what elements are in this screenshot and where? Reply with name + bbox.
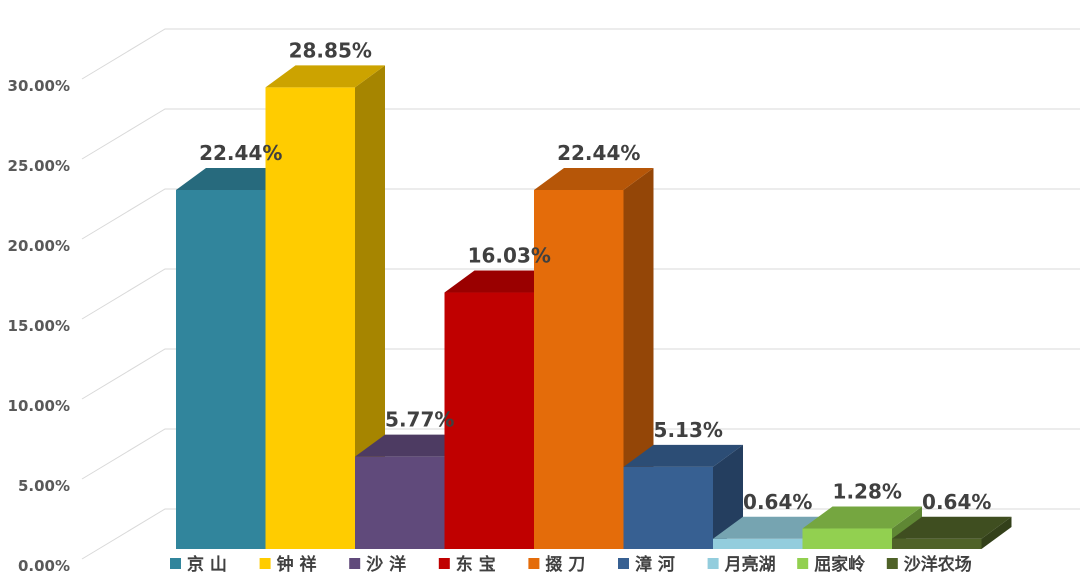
legend-swatch [170,558,181,569]
legend-label: 月亮湖 [724,554,776,575]
y-tick-label: 20.00% [8,237,70,255]
bar-front [176,189,266,549]
bar-front [713,538,803,549]
gridline [81,28,1080,80]
legend-swatch [886,558,898,569]
bar [534,167,654,549]
y-tick-label: 30.00% [8,77,70,95]
legend-label: 漳 河 [635,554,675,575]
bar-front [355,456,445,549]
legend-swatch [259,558,271,569]
bar-top [623,444,743,467]
legend-label: 掇 刀 [545,554,585,575]
gridline [81,508,1080,560]
gridline [81,188,1080,240]
bar-front [265,87,355,550]
legend-swatch [349,558,361,569]
bar-front [892,538,982,549]
data-label: 1.28% [833,480,902,504]
data-label: 5.13% [654,418,723,442]
bar-top [802,506,922,529]
bar-front [534,189,624,549]
bar-side [981,516,1012,549]
y-tick-label: 0.00% [18,557,70,575]
legend-label: 沙 洋 [366,554,406,575]
y-tick-label: 15.00% [8,317,70,335]
bar-top [265,65,385,88]
gridline [81,348,1080,400]
legend-label: 钟 祥 [277,554,317,575]
bar [265,65,385,550]
data-label: 0.64% [743,490,812,514]
data-label: 0.64% [922,490,991,514]
legend-label: 屈家岭 [814,554,865,575]
bar-front [623,466,713,549]
legend-swatch [528,558,540,569]
bar-side [355,65,385,550]
bar [892,516,1012,549]
y-axis: 0.00% 5.00% 10.00% 15.00% 20.00% 25.00% 30.00% [8,77,70,575]
bar [623,444,743,549]
bar-front [444,292,534,549]
data-label: 28.85% [289,38,372,62]
legend-label: 东 宝 [456,554,496,575]
bar-top [892,516,1012,539]
gridline [81,428,1080,480]
data-label: 22.44% [199,141,282,165]
legend-swatch [618,558,629,569]
gridline [81,108,1080,160]
y-tick-label: 5.00% [18,477,70,495]
y-tick-label: 10.00% [8,397,70,415]
legend-swatch [438,558,450,569]
legend-label: 沙洋农场 [904,554,972,575]
legend: 京 山 钟 祥 沙 洋 东 宝 掇 刀 漳 河 月亮湖 屈家岭 沙洋农场 [170,554,972,575]
data-labels: 22.44% 28.85% 5.77% 16.03% 22.44% 5.13% 0.64% 1… [199,38,991,513]
y-tick-label: 25.00% [8,157,70,175]
gridline [81,268,1080,320]
data-label: 22.44% [557,141,640,165]
data-label: 16.03% [468,244,551,268]
legend-label: 京 山 [187,554,227,575]
data-label: 5.77% [385,408,454,432]
legend-swatch [797,558,809,569]
gridlines [81,28,1080,560]
bars [176,65,1012,550]
bar-front [802,528,892,549]
legend-swatch [707,558,719,569]
bar-top [534,167,654,190]
